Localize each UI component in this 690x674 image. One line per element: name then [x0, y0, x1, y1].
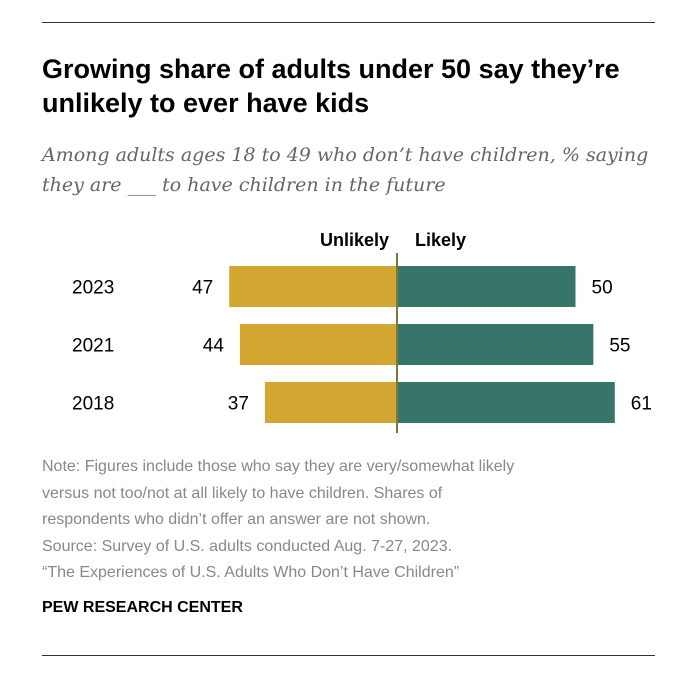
category-label: 2018: [72, 394, 114, 415]
source-line: Source: Survey of U.S. adults conducted …: [42, 537, 453, 555]
bar-unlikely: [229, 266, 397, 307]
data-label-likely: 55: [609, 336, 630, 357]
chart-subtitle: Among adults ages 18 to 49 who don’t hav…: [42, 144, 649, 196]
top-rule: [42, 22, 655, 23]
chart-title: Growing share of adults under 50 say the…: [42, 54, 620, 118]
diverging-bar-chart: Unlikely Likely 2023 47 50 2021 44 55 2018 37 61: [72, 230, 652, 433]
data-label-unlikely: 44: [203, 336, 225, 357]
report-title-line: “The Experiences of U.S. Adults Who Don’…: [42, 564, 460, 581]
note-line: respondents who didn’t offer an answer a…: [42, 511, 431, 528]
data-label-likely: 61: [631, 394, 652, 415]
note-line: Note: Figures include those who say they…: [42, 458, 515, 475]
note-block: Note: Figures include those who say they…: [42, 454, 662, 587]
bar-unlikely: [239, 324, 397, 365]
note-line: versus not too/not at all likely to have…: [42, 484, 443, 502]
bottom-rule: [42, 655, 655, 656]
bar-likely: [397, 382, 615, 423]
brand-label: PEW RESEARCH CENTER: [42, 599, 243, 616]
data-label-unlikely: 37: [228, 394, 249, 415]
category-label: 2021: [72, 336, 114, 357]
category-label: 2023: [72, 278, 114, 299]
bar-likely: [397, 324, 594, 365]
legend-likely: Likely: [415, 230, 466, 250]
legend-unlikely: Unlikely: [320, 230, 389, 250]
bar-unlikely: [264, 382, 397, 423]
data-label-likely: 50: [592, 278, 613, 299]
bar-likely: [397, 266, 576, 307]
data-label-unlikely: 47: [192, 278, 213, 299]
